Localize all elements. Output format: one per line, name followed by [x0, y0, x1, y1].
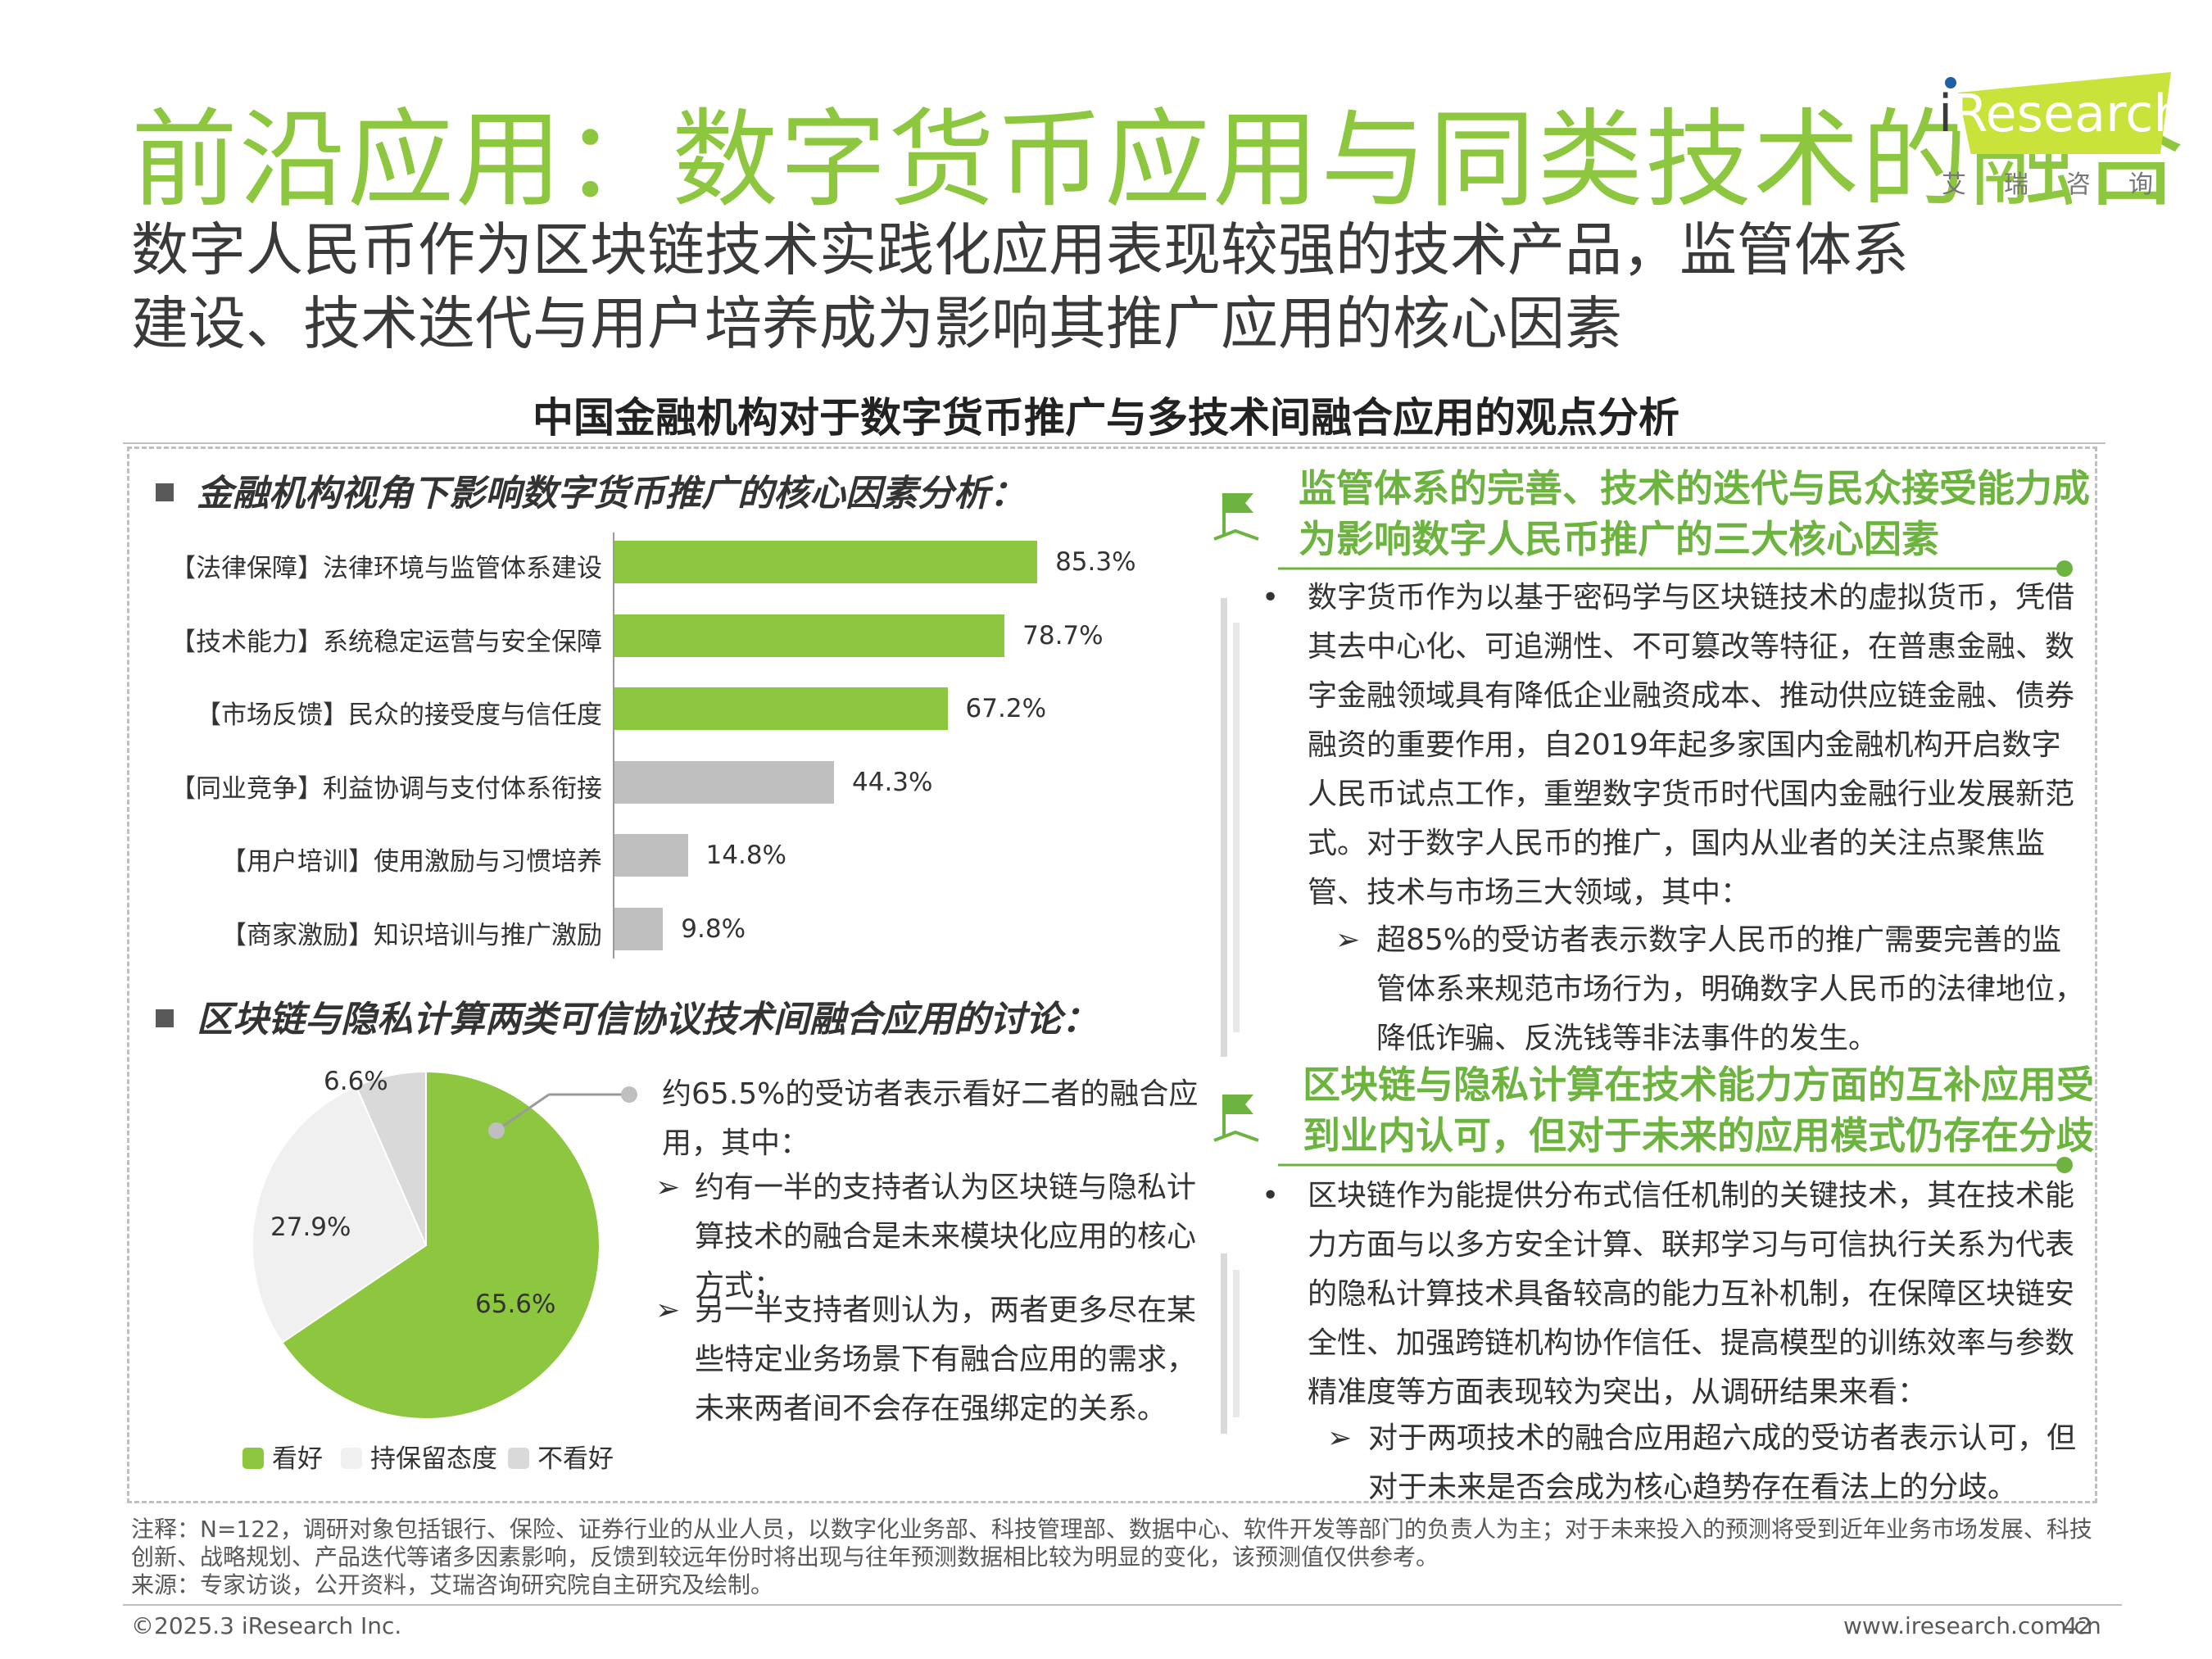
footer-divider	[123, 1604, 2122, 1606]
arrow-bullet-icon: ➢	[1335, 923, 1361, 957]
section1-heading: 金融机构视角下影响数字货币推广的核心因素分析：	[156, 464, 1026, 516]
page-title: 前沿应用：数字货币应用与同类技术的融合	[131, 97, 2187, 222]
right2-heading-line2: 到业内认可，但对于未来的应用模式仍存在分歧	[1303, 1113, 2094, 1158]
legend-label: 不看好	[537, 1444, 614, 1474]
legend-swatch	[341, 1447, 362, 1469]
pie-slice	[281, 1070, 601, 1420]
page-number: 42	[2063, 1612, 2092, 1639]
bar-category-label: 【法律保障】法律环境与监管体系建设	[170, 554, 602, 583]
footer-copyright: ©2025.3 iResearch Inc.	[131, 1612, 402, 1639]
bar	[614, 687, 948, 730]
bar-value-label: 78.7%	[1022, 620, 1104, 650]
right1-heading-line2: 为影响数字人民币推广的三大核心因素	[1299, 517, 1939, 561]
arrow-bullet-icon: ➢	[655, 1171, 681, 1204]
bar	[614, 760, 834, 804]
top-divider	[123, 442, 2105, 444]
dot-bullet-icon: •	[1262, 581, 1280, 614]
legend-label: 持保留态度	[370, 1444, 497, 1474]
pie-chart	[252, 1070, 601, 1420]
right1-sub: ➢ 超85%的受访者表示数字人民币的推广需要完善的监管体系来规范市场行为，明确数字…	[1335, 916, 2089, 1063]
bar	[614, 541, 1038, 583]
bar-value-label: 85.3%	[1055, 547, 1136, 577]
flag-icon	[1213, 1095, 1259, 1142]
pie-slice	[252, 1085, 428, 1344]
divider-stripe	[1233, 1270, 1240, 1417]
logo-dot-icon	[1945, 77, 1956, 88]
right2-sub-text: 对于两项技术的融合应用超六成的受访者表示认可，但对于未来是否会成为核心趋势存在看…	[1368, 1421, 2077, 1504]
bar-value-label: 14.8%	[705, 841, 787, 870]
section2-heading: 区块链与隐私计算两类可信协议技术间融合应用的讨论：	[156, 990, 1098, 1042]
dot-bullet-icon: •	[1262, 1179, 1280, 1213]
legend-kanhao: 看好	[243, 1438, 323, 1475]
right2-heading-line1: 区块链与隐私计算在技术能力方面的互补应用受	[1303, 1063, 2094, 1107]
pie-label-kanhao: 65.6%	[475, 1290, 556, 1319]
pie-callout-point-2: ➢ 另一半支持者则认为，两者更多尽在某些特定业务场景下有融合应用的需求，未来两者间…	[655, 1286, 1204, 1434]
pie-callout-intro: 约65.5%的受访者表示看好二者的融合应用，其中：	[662, 1077, 1199, 1160]
legend-label: 看好	[272, 1444, 323, 1474]
callout-connector	[488, 1086, 637, 1139]
divider-stripe	[1221, 598, 1227, 1057]
legend-swatch	[243, 1447, 264, 1469]
footer-url: www.iresearch.com.cn	[1843, 1612, 2101, 1639]
divider-stripe	[1233, 623, 1240, 1032]
bar-category-label: 【技术能力】系统稳定运营与安全保障	[170, 627, 602, 657]
right1-underline	[1278, 560, 2073, 577]
subtitle-line-1: 数字人民币作为区块链技术实践化应用表现较强的技术产品，监管体系	[131, 216, 1909, 283]
pie-label-bukanhao: 6.6%	[324, 1067, 388, 1096]
arrow-bullet-icon: ➢	[1327, 1421, 1353, 1455]
bar	[614, 614, 1005, 657]
legend-swatch	[508, 1447, 529, 1469]
right1-bullet: • 数字货币作为以基于密码学与区块链技术的虚拟货币，凭借其去中心化、可追溯性、不可…	[1262, 573, 2089, 918]
bar-value-label: 67.2%	[965, 694, 1047, 723]
section2-heading-text: 区块链与隐私计算两类可信协议技术间融合应用的讨论：	[197, 999, 1098, 1040]
subtitle-line-2: 建设、技术迭代与用户培养成为影响其推广应用的核心因素	[131, 290, 1622, 357]
legend-baoliu: 持保留态度	[341, 1438, 497, 1475]
flag-icon	[1213, 493, 1259, 541]
bar-category-label: 【同业竞争】利益协调与支付体系衔接	[170, 773, 602, 804]
right2-underline	[1278, 1157, 2073, 1173]
content-frame	[127, 446, 2097, 1503]
pie-callout-point-2-text: 另一半支持者则认为，两者更多尽在某些特定业务场景下有融合应用的需求，未来两者间不…	[695, 1294, 1197, 1426]
pie-callout-point-1-text: 约有一半的支持者认为区块链与隐私计算技术的融合是未来模块化应用的核心方式；	[695, 1171, 1197, 1303]
main-chart-title: 中国金融机构对于数字货币推广与多技术间融合应用的观点分析	[533, 394, 1679, 442]
legend-bukanhao: 不看好	[508, 1438, 614, 1475]
logo-subtitle: 艾瑞咨询	[1942, 170, 2191, 199]
pie-callout-point-1: ➢ 约有一半的支持者认为区块链与隐私计算技术的融合是未来模块化应用的核心方式；	[655, 1163, 1204, 1311]
bar-category-label: 【用户培训】使用激励与习惯培养	[221, 847, 602, 877]
logo-text: Research	[1952, 84, 2186, 143]
bar-category-label: 【市场反馈】民众的接受度与信任度	[196, 700, 602, 730]
divider-stripe	[1221, 1253, 1227, 1434]
section1-heading-text: 金融机构视角下影响数字货币推广的核心因素分析：	[197, 473, 1026, 514]
pie-label-baoliu: 27.9%	[270, 1213, 351, 1242]
right2-sub: ➢ 对于两项技术的融合应用超六成的受访者表示认可，但对于未来是否会成为核心趋势存在…	[1327, 1414, 2089, 1512]
notes-line-1: 注释：N=122，调研对象包括银行、保险、证券行业的从业人员，以数字化业务部、科…	[131, 1516, 2092, 1571]
pie-slice	[355, 1070, 427, 1246]
notes-line-2: 来源：专家访谈，公开资料，艾瑞咨询研究院自主研究及绘制。	[131, 1571, 774, 1598]
right2-bullet: • 区块链作为能提供分布式信任机制的关键技术，其在技术能力方面与以多方安全计算、联…	[1262, 1172, 2089, 1417]
right1-bullet-text: 数字货币作为以基于密码学与区块链技术的虚拟货币，凭借其去中心化、可追溯性、不可篡…	[1308, 581, 2075, 909]
right2-bullet-text: 区块链作为能提供分布式信任机制的关键技术，其在技术能力方面与以多方安全计算、联邦…	[1308, 1179, 2075, 1409]
notes: 注释：N=122，调研对象包括银行、保险、证券行业的从业人员，以数字化业务部、科…	[131, 1516, 2114, 1599]
right1-sub-text: 超85%的受访者表示数字人民币的推广需要完善的监管体系来规范市场行为，明确数字人…	[1376, 923, 2085, 1055]
iresearch-logo: iResearch 艾瑞咨询	[1933, 72, 2191, 203]
square-bullet-icon	[156, 1009, 174, 1027]
bar-value-label: 9.8%	[681, 913, 746, 944]
bar-axis	[613, 533, 614, 959]
logo-i: i	[1938, 84, 1953, 143]
right1-heading-line1: 监管体系的完善、技术的迭代与民众接受能力成	[1299, 466, 2090, 510]
bar-category-label: 【商家激励】知识培训与推广激励	[221, 920, 602, 950]
bar	[614, 834, 688, 877]
square-bullet-icon	[156, 483, 174, 501]
bar-value-label: 44.3%	[852, 767, 933, 797]
bar	[614, 907, 664, 950]
arrow-bullet-icon: ➢	[655, 1294, 681, 1327]
